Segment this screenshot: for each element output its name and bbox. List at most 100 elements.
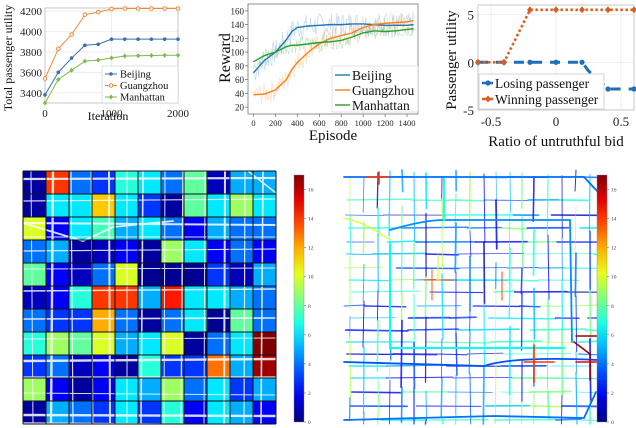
road-line — [22, 288, 277, 292]
road-segment — [426, 341, 491, 344]
heatmap-cell — [69, 378, 92, 401]
heatmap-cell — [23, 332, 46, 355]
road-segment — [401, 169, 404, 193]
x-axis-label: Ratio of untruthful bid — [488, 134, 624, 150]
road-segment — [524, 253, 595, 255]
data-point — [123, 37, 127, 41]
heatmap-cell — [92, 355, 115, 378]
road-segment — [349, 214, 352, 255]
heatmap-cell — [230, 171, 253, 194]
heatmap-cell — [46, 240, 69, 263]
road-segment — [482, 365, 485, 425]
road-line — [180, 170, 184, 425]
road-segment — [469, 372, 472, 425]
heatmap-cell — [23, 309, 46, 332]
road-segment — [350, 391, 402, 394]
road-line — [21, 176, 278, 181]
colorbar-tick-label: 12 — [611, 246, 617, 252]
heatmap-cell — [230, 194, 253, 217]
chart-reward-vs-episode: 20 40 60 80 100 120 140 160 0 200 400 600 800 1000 120… — [217, 3, 419, 144]
x-axis-label: Iteration — [88, 109, 129, 123]
y-tick-label: 160 — [231, 6, 245, 16]
heatmap-cell — [69, 171, 92, 194]
colorbar-tick-label: 12 — [308, 246, 314, 252]
heatmap-cell — [46, 401, 69, 424]
road-segment — [493, 418, 557, 421]
road-segment — [441, 228, 443, 271]
road-segment — [574, 169, 577, 192]
road-segment — [509, 172, 511, 213]
road-segment — [574, 205, 577, 254]
road-segment — [424, 419, 427, 425]
heatmap-cell — [184, 332, 207, 355]
road-segment — [520, 267, 523, 295]
heatmap-cell — [230, 378, 253, 401]
y-tick-label: 60 — [235, 75, 245, 85]
road-segment — [589, 289, 592, 340]
heatmap-cell — [161, 217, 184, 240]
data-point — [136, 37, 140, 41]
road-segment — [532, 175, 535, 223]
heatmap-cell — [230, 332, 253, 355]
road-segment — [400, 292, 403, 322]
x-tick-label: 1000 — [101, 108, 124, 120]
grid-heatmap-map: 0 2 4 6 8 10 12 14 16 — [21, 169, 314, 426]
data-point — [82, 58, 88, 64]
heatmap-cell — [46, 332, 69, 355]
x-tick-label: 1400 — [399, 118, 416, 128]
legend-marker — [108, 94, 114, 100]
data-point — [553, 59, 559, 65]
road-segment — [351, 290, 421, 293]
data-point — [176, 37, 180, 41]
road-segment — [577, 353, 599, 356]
heatmap-cell — [46, 194, 69, 217]
arterial-road — [343, 176, 599, 193]
road-segment — [376, 171, 379, 209]
heatmap-cell — [46, 378, 69, 401]
y-tick-label: 4200 — [20, 6, 43, 18]
heatmap-cell — [92, 194, 115, 217]
legend-label: Manhattan — [352, 98, 410, 113]
heatmap-cell — [46, 171, 69, 194]
road-segment — [468, 330, 471, 374]
road-line — [22, 198, 277, 202]
ring-road — [389, 219, 573, 343]
hot-road — [573, 335, 599, 381]
data-point — [149, 6, 154, 11]
road-line — [243, 170, 246, 425]
heatmap-cell — [23, 378, 46, 401]
road-segment — [454, 193, 457, 224]
colorbar-tick-label: 0 — [308, 420, 311, 426]
road-segment — [376, 290, 379, 322]
legend-label: Guangzhou — [120, 81, 169, 92]
heatmap-cell — [46, 355, 69, 378]
heatmap-cell — [92, 286, 115, 309]
road-segment — [584, 329, 599, 332]
road-line — [22, 392, 277, 396]
road-segment — [424, 276, 427, 318]
heatmap-cell — [253, 309, 276, 332]
heatmap-cell — [92, 401, 115, 424]
data-point — [149, 37, 154, 41]
heatmap-cell — [23, 263, 46, 286]
series-line — [478, 60, 634, 91]
colorbar-tick-label: 10 — [611, 275, 617, 281]
heatmap-cell — [207, 401, 230, 424]
heatmap-cell — [138, 171, 161, 194]
colorbar-tick-label: 6 — [308, 333, 311, 339]
heatmap-cell — [46, 263, 69, 286]
data-point — [579, 6, 585, 14]
road-segment — [575, 371, 578, 425]
legend-label: Beijing — [352, 68, 392, 83]
heatmap-cell — [253, 332, 276, 355]
road-segment — [561, 395, 563, 425]
heatmap-cell — [184, 263, 207, 286]
data-point — [527, 59, 533, 65]
heatmap-cell — [138, 309, 161, 332]
road-segment — [343, 304, 366, 307]
road-segment — [546, 173, 549, 236]
colorbar-tick-label: 8 — [308, 304, 311, 310]
heatmap-cell — [92, 171, 115, 194]
heatmap-cell — [69, 240, 92, 263]
legend-marker — [485, 80, 491, 86]
